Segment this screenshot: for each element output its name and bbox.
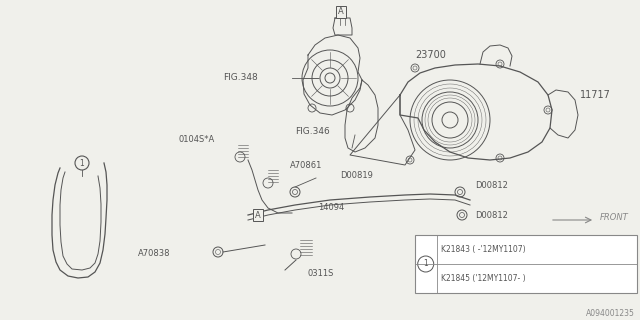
Text: A094001235: A094001235	[586, 309, 635, 318]
Text: 1: 1	[423, 260, 428, 268]
Bar	[415, 235, 637, 293]
Text: A70838: A70838	[138, 249, 170, 258]
Text: D00812: D00812	[475, 180, 508, 189]
Text: D00819: D00819	[340, 171, 373, 180]
Text: D00812: D00812	[475, 211, 508, 220]
Text: FIG.348: FIG.348	[223, 73, 258, 82]
Text: K21845 ('12MY1107- ): K21845 ('12MY1107- )	[441, 274, 525, 283]
Text: 0104S*A: 0104S*A	[179, 135, 215, 145]
Text: 0311S: 0311S	[308, 268, 334, 277]
Text: A70861: A70861	[290, 161, 323, 170]
Text: A: A	[338, 7, 344, 17]
Text: K21843 ( -'12MY1107): K21843 ( -'12MY1107)	[441, 245, 525, 254]
Text: A: A	[255, 211, 261, 220]
Text: 23700: 23700	[415, 50, 446, 60]
Text: FIG.346: FIG.346	[295, 127, 330, 137]
Text: 11717: 11717	[580, 90, 611, 100]
Text: FRONT: FRONT	[600, 212, 628, 221]
Text: 1: 1	[79, 158, 84, 167]
Text: 14094: 14094	[318, 204, 344, 212]
